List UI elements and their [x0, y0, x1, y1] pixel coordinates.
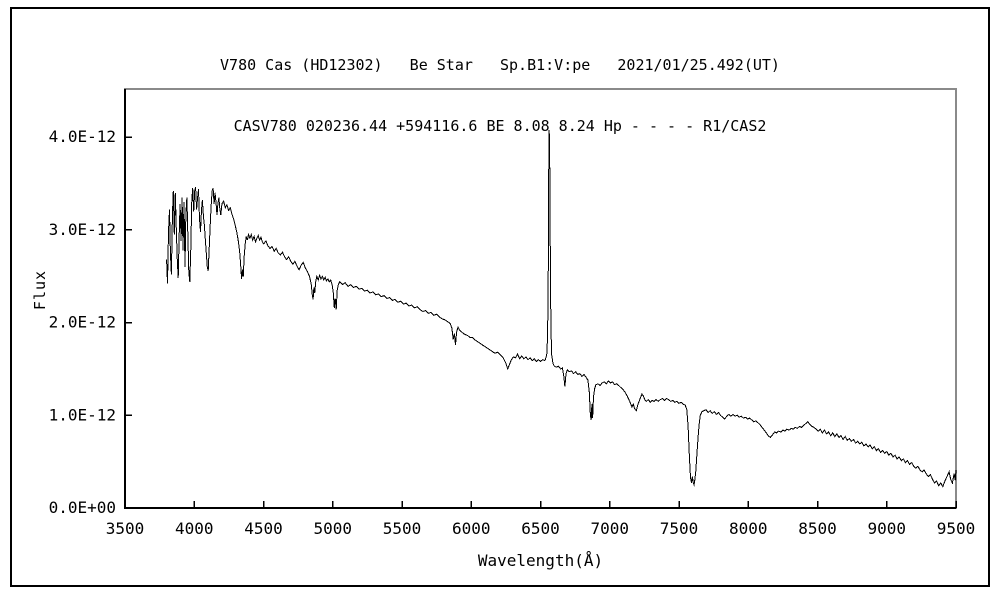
x-tick-label: 8500: [798, 519, 837, 538]
x-tick-label: 4000: [175, 519, 214, 538]
x-tick-label: 6000: [452, 519, 491, 538]
y-tick-label: 4.0E-12: [49, 127, 116, 146]
x-tick-label: 9500: [937, 519, 976, 538]
axis-lines: [124, 89, 956, 509]
chart-title-line1: V780 Cas (HD12302) Be Star Sp.B1:V:pe 20…: [220, 56, 780, 74]
x-tick-label: 7500: [660, 519, 699, 538]
chart-title-line2: CASV780 020236.44 +594116.6 BE 8.08 8.24…: [233, 117, 767, 135]
chart-header: V780 Cas (HD12302) Be Star Sp.B1:V:pe 20…: [0, 25, 1000, 166]
outer-border: [10, 7, 990, 587]
y-tick-label: 1.0E-12: [49, 405, 116, 424]
x-tick-label: 3500: [106, 519, 145, 538]
x-tick-label: 7000: [590, 519, 629, 538]
y-axis-label: Flux: [31, 269, 49, 311]
x-tick-label: 6500: [521, 519, 560, 538]
x-axis-label: Wavelength(Å): [477, 551, 604, 570]
x-tick-label: 5500: [383, 519, 422, 538]
y-tick-label: 2.0E-12: [49, 313, 116, 332]
x-tick-label: 4500: [244, 519, 283, 538]
x-tick-label: 9000: [867, 519, 906, 538]
plot-border: [124, 88, 957, 509]
x-tick-label: 5000: [313, 519, 352, 538]
x-tick-label: 8000: [729, 519, 768, 538]
y-tick-label: 3.0E-12: [49, 220, 116, 239]
y-tick-label: 0.0E+00: [49, 498, 116, 517]
spectrum-line: [166, 129, 957, 488]
